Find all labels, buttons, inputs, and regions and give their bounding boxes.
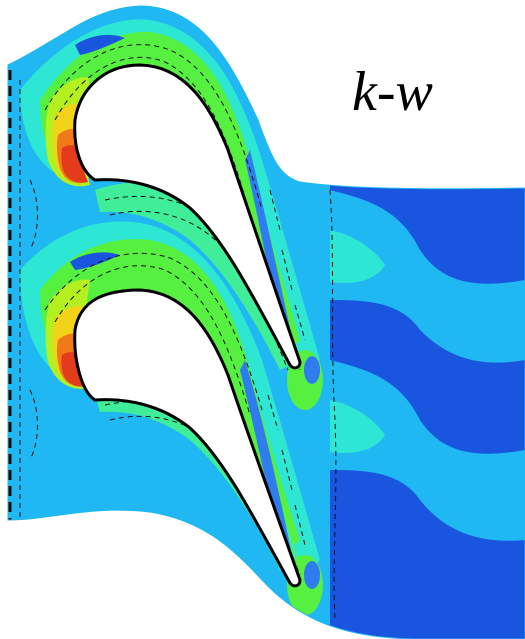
- upper-le-red: [61, 145, 88, 183]
- contour-line: [44, 44, 263, 211]
- wake-band-upper: [330, 190, 525, 363]
- contour-line: [329, 189, 337, 621]
- contour-line: [54, 265, 251, 416]
- contour-line: [29, 179, 38, 461]
- contour-line: [267, 394, 306, 546]
- contour-line: [54, 56, 251, 216]
- upper-pressure-blue-streak: [245, 150, 295, 352]
- upper-suction-blue-streak: [75, 34, 125, 55]
- contour-line: [269, 189, 306, 341]
- upper-turbine-blade: [73, 63, 302, 370]
- lower-turbine-blade: [73, 288, 302, 588]
- contour-line: [44, 252, 263, 411]
- wake-core-lower: [330, 400, 385, 454]
- lower-te-wake-blue: [304, 561, 320, 589]
- wake-band-lower: [330, 360, 525, 541]
- wake-core-upper: [330, 230, 385, 284]
- domain-outline: [7, 5, 525, 639]
- lower-suction-blue-streak: [70, 252, 120, 270]
- lower-pressure-blue-streak: [240, 360, 295, 572]
- upper-te-wake-blue: [304, 356, 320, 384]
- turbulence-model-label: k-w: [352, 61, 433, 123]
